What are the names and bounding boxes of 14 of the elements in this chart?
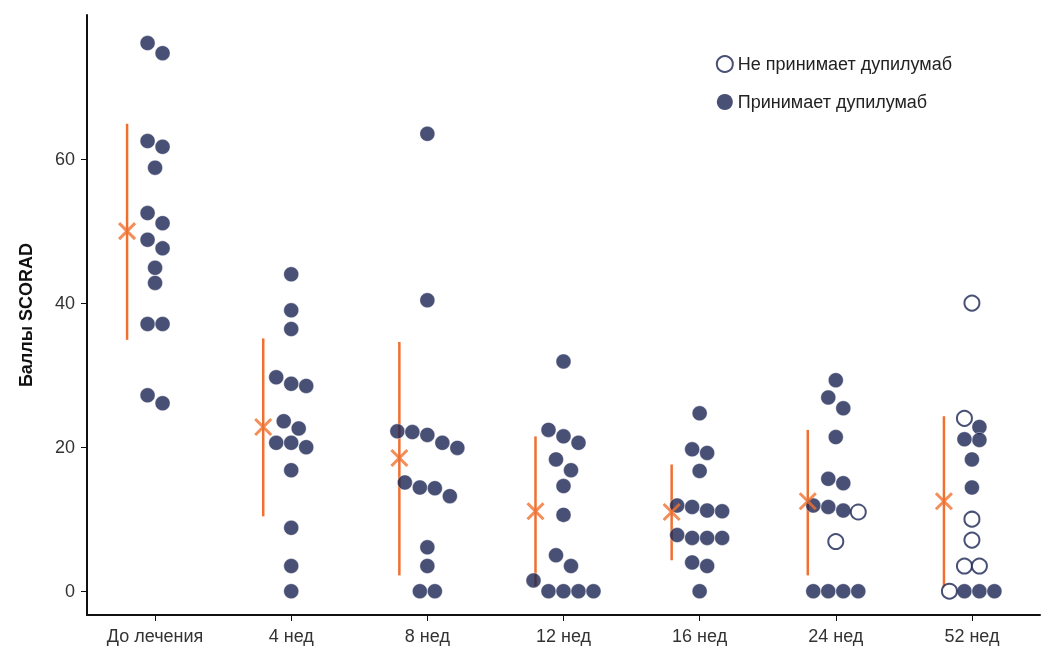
x-tick-label: 4 нед <box>268 626 315 646</box>
x-tick-label: 12 нед <box>535 626 592 646</box>
y-tick-label: 0 <box>64 581 75 602</box>
y-tick-label: 60 <box>54 149 75 170</box>
x-tick-label: До лечения <box>106 626 204 646</box>
x-tick-label: 24 нед <box>808 626 864 646</box>
x-tick-label: 52 нед <box>944 626 1000 646</box>
y-tick-label: 20 <box>54 437 75 458</box>
legend-label: Не принимает дупилумаб <box>737 54 953 74</box>
x-tick-label: 8 нед <box>404 626 451 646</box>
y-axis-title: Баллы SCORAD <box>16 242 36 388</box>
x-tick-label: 16 нед <box>672 626 728 646</box>
y-tick-label: 40 <box>54 293 75 314</box>
legend-label: Принимает дупилумаб <box>737 92 928 112</box>
